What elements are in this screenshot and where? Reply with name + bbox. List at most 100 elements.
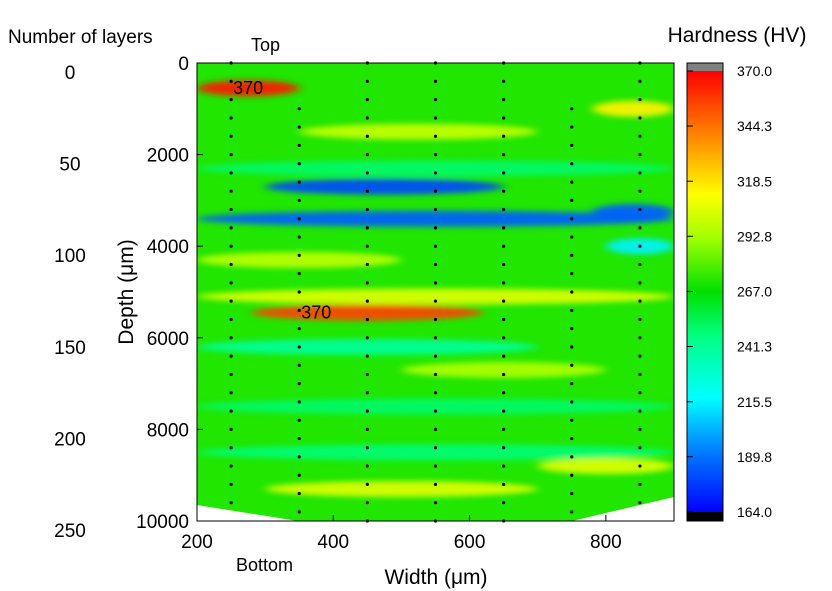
measurement-point (433, 409, 438, 413)
measurement-point (297, 107, 301, 111)
measurement-point (433, 299, 438, 303)
measurement-point (502, 134, 506, 138)
measurement-point (570, 473, 574, 477)
measurement-point (297, 217, 301, 221)
measurement-point (365, 446, 369, 450)
measurement-point (433, 116, 438, 120)
measurement-point (365, 153, 369, 157)
measurement-point (297, 162, 301, 166)
measurement-point (433, 244, 438, 248)
hardness-band (592, 203, 674, 220)
measurement-point (365, 171, 369, 175)
measurement-point (229, 354, 233, 358)
measurement-point (638, 207, 642, 212)
measurement-point (229, 262, 233, 267)
annotations: 370 370 (233, 78, 331, 322)
x-tick-label: 200 (181, 532, 213, 553)
measurement-point (229, 427, 233, 431)
measurement-point (638, 464, 642, 468)
measurement-point (502, 519, 506, 523)
hardness-band (265, 178, 504, 195)
measurement-point (297, 198, 301, 202)
measurement-point (365, 299, 369, 303)
colorbar-high-cap (687, 63, 723, 71)
measurement-point (365, 427, 369, 431)
measurement-point (365, 464, 369, 468)
measurement-point (365, 372, 369, 377)
measurement-point (638, 299, 642, 303)
measurement-point (229, 281, 233, 285)
measurement-point (297, 290, 301, 294)
measurement-point (502, 226, 506, 230)
measurement-point (638, 98, 642, 102)
measurement-point (638, 372, 642, 377)
measurement-point (229, 244, 233, 248)
measurement-point (365, 244, 369, 248)
hardness-band (197, 288, 674, 305)
colorbar-title: Hardness (HV) (668, 24, 807, 47)
measurement-point (502, 354, 506, 358)
measurement-point (638, 189, 642, 193)
measurement-point (638, 391, 642, 395)
measurement-point (638, 116, 642, 120)
measurement-point (570, 510, 574, 514)
measurement-point (570, 198, 574, 202)
measurement-point (433, 336, 438, 340)
measurement-point (570, 235, 574, 239)
measurement-point (365, 482, 369, 486)
y-tick-label: 6000 (147, 329, 189, 350)
measurement-point (229, 299, 233, 303)
colorbar-tick-label: 215.5 (737, 394, 772, 410)
measurement-point (297, 272, 301, 276)
measurement-point (365, 519, 369, 523)
measurement-point (433, 207, 438, 212)
measurement-point (502, 336, 506, 340)
measurement-point (229, 482, 233, 486)
measurement-point (365, 501, 369, 505)
layer-axis-ticks: 0 50 100 150 200 250 (54, 63, 86, 542)
x-axis-ticks: 200 400 600 800 (181, 515, 622, 553)
hardness-band (197, 80, 300, 97)
measurement-point (297, 363, 301, 367)
measurement-point (229, 134, 233, 138)
measurement-point (365, 317, 369, 322)
measurement-point (570, 418, 574, 422)
measurement-point (638, 153, 642, 157)
measurement-point (638, 262, 642, 267)
colorbar-low-cap (687, 512, 723, 521)
measurement-point (297, 125, 301, 129)
top-label: Top (251, 35, 280, 55)
annotation-label: 370 (233, 78, 263, 98)
x-tick-label: 800 (590, 532, 622, 553)
measurement-point (570, 272, 574, 276)
measurement-point (297, 180, 301, 184)
measurement-point (570, 143, 574, 148)
hardness-band (299, 123, 538, 140)
measurement-point (229, 464, 233, 468)
measurement-point (433, 61, 438, 65)
y-tick-label: 2000 (147, 146, 189, 167)
measurement-point (433, 427, 438, 431)
measurement-point (365, 98, 369, 102)
bottom-label: Bottom (236, 555, 293, 575)
colorbar-tick-label: 267.0 (737, 284, 772, 300)
layer-tick-label: 200 (54, 429, 86, 450)
measurement-point (229, 207, 233, 212)
measurement-point (433, 446, 438, 450)
measurement-point (570, 180, 574, 184)
measurement-point (365, 409, 369, 413)
measurement-point (433, 171, 438, 175)
y-axis-label: Depth (μm) (115, 239, 138, 344)
layer-tick-label: 100 (54, 246, 86, 267)
hardness-features (197, 80, 674, 497)
colorbar-tick-label: 370.0 (737, 63, 772, 79)
measurement-point (433, 519, 438, 523)
measurement-point (502, 409, 506, 413)
measurement-point (638, 61, 642, 65)
measurement-point (638, 226, 642, 230)
measurement-point (638, 134, 642, 138)
measurement-point (570, 217, 574, 221)
measurement-point (433, 189, 438, 193)
measurement-point (297, 253, 301, 257)
